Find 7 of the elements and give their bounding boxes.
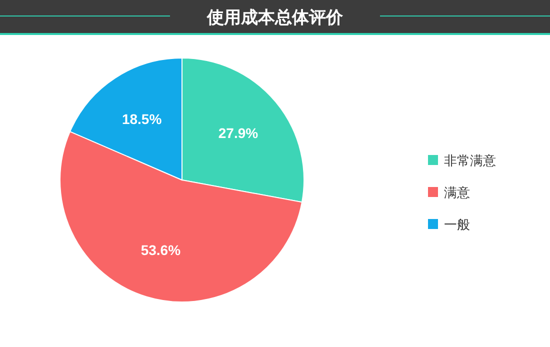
- legend-label: 满意: [444, 185, 470, 200]
- chart-title: 使用成本总体评价: [206, 8, 344, 27]
- data-label: 53.6%: [140, 242, 182, 258]
- legend-label: 一般: [444, 217, 470, 232]
- data-label: 18.5%: [122, 110, 162, 127]
- legend-label: 非常满意: [444, 153, 496, 168]
- data-label: 27.9%: [218, 125, 259, 142]
